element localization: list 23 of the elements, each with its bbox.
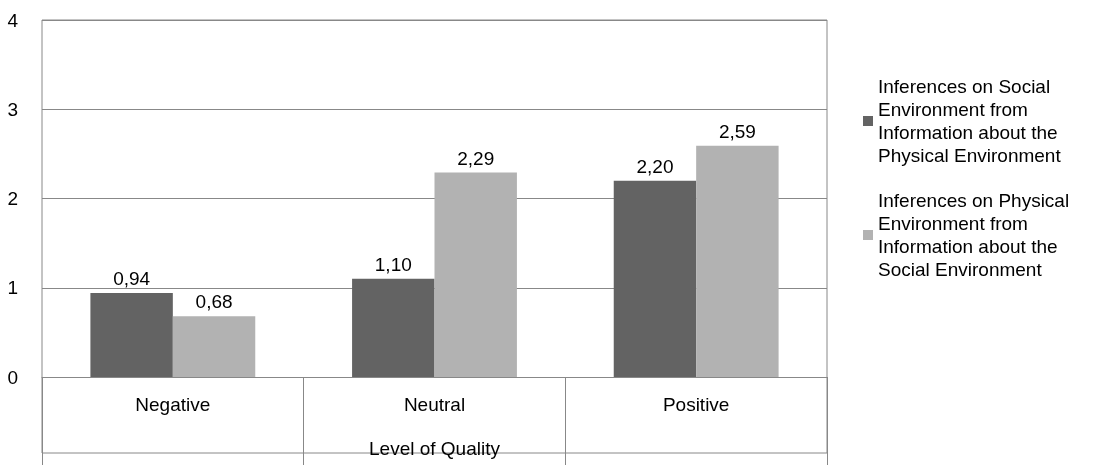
bar xyxy=(613,180,697,377)
x-axis-title: Level of Quality xyxy=(369,438,501,459)
bar xyxy=(434,172,517,377)
data-label: 1,10 xyxy=(374,253,412,275)
bar xyxy=(352,278,435,377)
bar xyxy=(172,316,256,377)
legend-label: Inferences on Physical Environment from Information about the Social Environment xyxy=(878,190,1075,280)
y-tick-label: 2 xyxy=(7,188,18,209)
y-tick-label: 4 xyxy=(7,9,19,31)
y-tick-label: 1 xyxy=(7,277,18,299)
data-label: 2,59 xyxy=(718,120,756,142)
x-tick-label: Negative xyxy=(135,394,211,415)
legend-label: Inferences on Social Environment from Information about the Physical Environment xyxy=(878,76,1063,166)
x-tick-label: Positive xyxy=(662,394,730,415)
data-label: 0,68 xyxy=(195,291,233,313)
data-label: 2,29 xyxy=(457,147,495,169)
y-tick-label: 0 xyxy=(7,366,18,388)
y-tick-label: 3 xyxy=(7,98,18,120)
bar xyxy=(696,145,779,377)
x-tick-label: Neutral xyxy=(403,394,466,415)
data-label: 2,20 xyxy=(636,155,674,177)
data-label: 0,94 xyxy=(113,268,151,290)
bar xyxy=(90,293,173,377)
